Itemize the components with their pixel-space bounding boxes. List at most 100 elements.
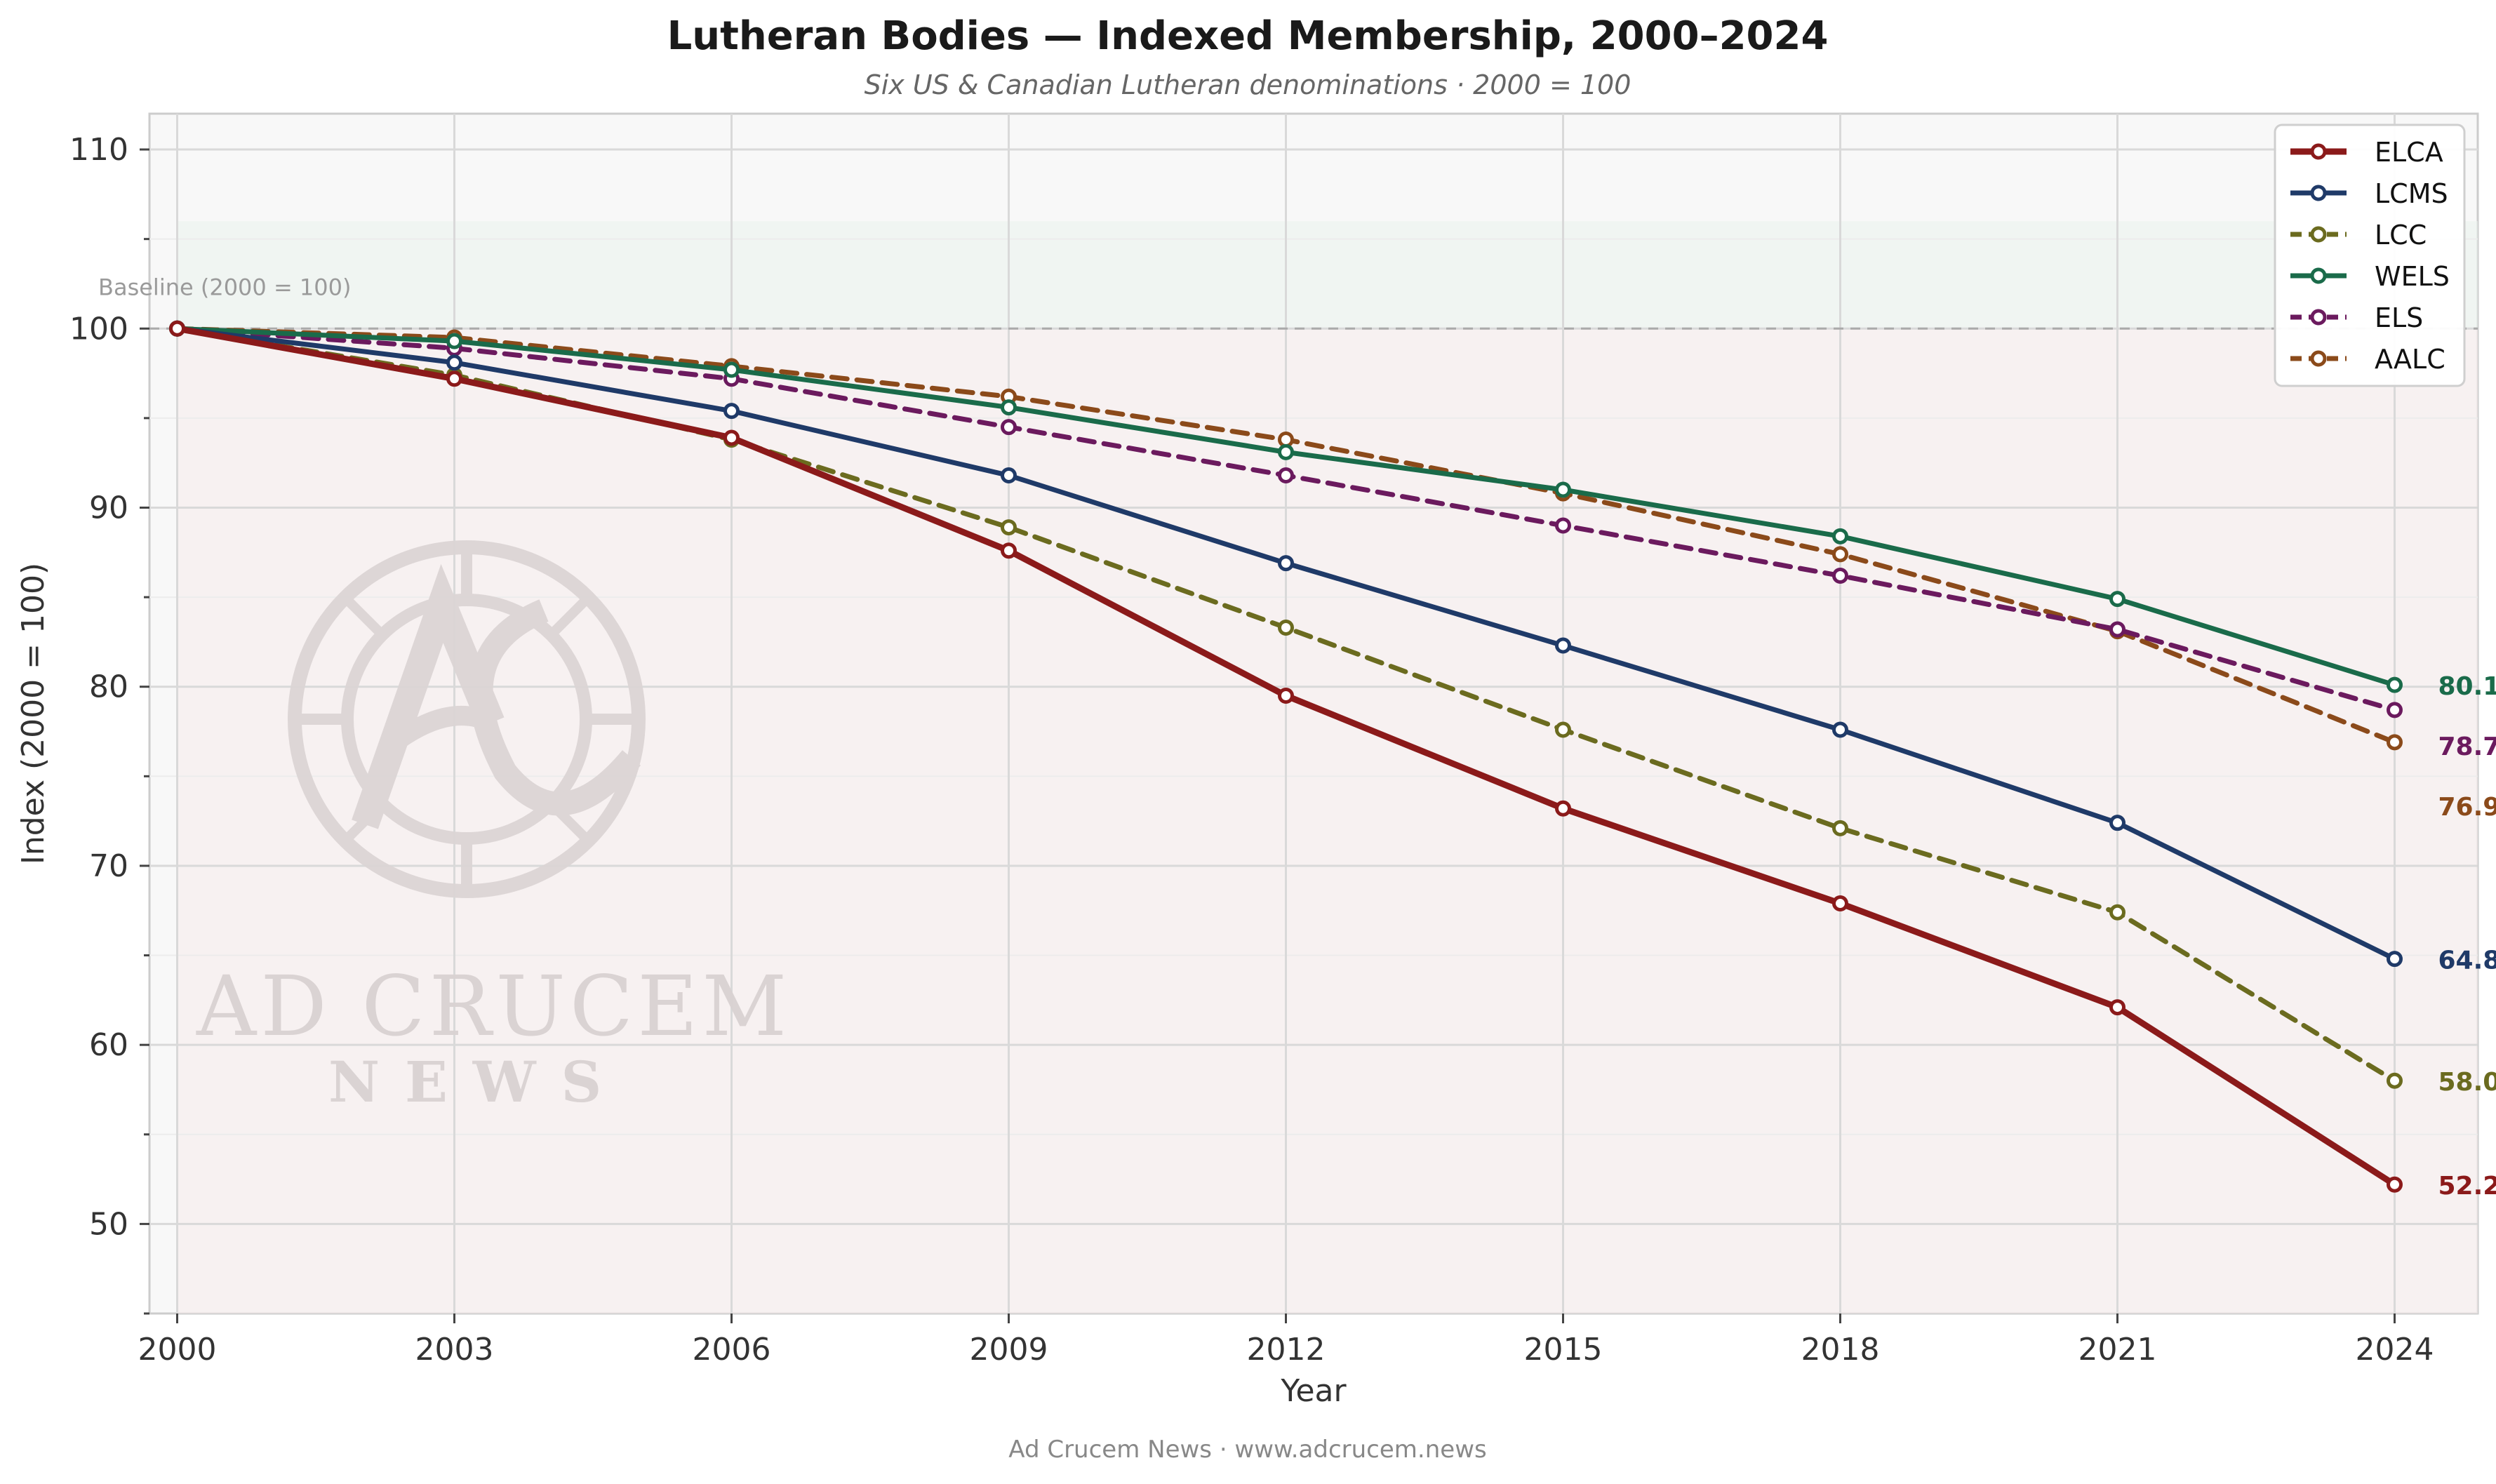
data-point-elca xyxy=(1555,800,1571,817)
legend-marker-els xyxy=(2310,309,2327,326)
data-point-lcms xyxy=(2109,815,2125,831)
data-point-elca xyxy=(1278,687,1294,704)
legend-label-lcms: LCMS xyxy=(2375,178,2448,209)
data-point-lcc xyxy=(1555,721,1571,738)
data-point-elca xyxy=(446,370,462,387)
data-point-els xyxy=(1278,467,1294,484)
x-tick-label: 2009 xyxy=(970,1332,1048,1368)
data-point-els xyxy=(2109,621,2125,638)
x-tick-label: 2003 xyxy=(415,1332,494,1368)
data-point-els xyxy=(1555,517,1571,534)
y-tick-label: 80 xyxy=(89,669,128,705)
end-labels: 80.1 78.7 76.9 64.8 58.0 52.2 xyxy=(2438,672,2496,1201)
data-point-lcc xyxy=(2387,1072,2403,1089)
x-tick-label: 2015 xyxy=(1524,1332,1603,1368)
data-point-lcc xyxy=(1832,820,1848,836)
data-point-lcms xyxy=(723,403,740,420)
legend-label-lcc: LCC xyxy=(2375,220,2427,250)
x-tick-label: 2000 xyxy=(138,1332,217,1368)
series-elca xyxy=(169,320,2403,1193)
data-point-lcc xyxy=(2109,904,2125,921)
data-point-lcms xyxy=(1555,637,1571,654)
data-point-aalc xyxy=(1832,546,1848,563)
data-point-lcms xyxy=(2387,951,2403,968)
x-axis: 2000 2003 2006 2009 2012 2015 2018 2021 2024 xyxy=(138,1313,2434,1368)
data-point-els xyxy=(1832,567,1848,584)
legend: ELCA LCMS LCC WELS ELS AALC xyxy=(2274,123,2466,387)
watermark-subtitle: N E W S xyxy=(328,1049,604,1115)
data-point-lcms xyxy=(1001,467,1017,484)
legend-marker-lcms xyxy=(2310,185,2327,201)
chart-title: Lutheran Bodies — Indexed Membership, 20… xyxy=(667,13,1829,59)
end-label-wels: 80.1 xyxy=(2438,672,2496,701)
data-point-wels xyxy=(2387,676,2403,693)
y-tick-label: 110 xyxy=(69,132,128,168)
data-point-elca xyxy=(723,429,740,446)
data-point-wels xyxy=(2109,591,2125,608)
legend-label-aalc: AALC xyxy=(2375,344,2445,375)
data-point-elca xyxy=(1832,895,1848,912)
legend-marker-lcc xyxy=(2310,226,2327,243)
data-point-elca xyxy=(2109,999,2125,1016)
data-point-wels xyxy=(446,333,462,349)
data-point-lcms xyxy=(1278,555,1294,572)
above-baseline-band xyxy=(177,221,2478,329)
data-point-lcc xyxy=(1278,619,1294,636)
data-point-els xyxy=(2387,702,2403,718)
data-point-lcc xyxy=(1001,519,1017,536)
data-point-aalc xyxy=(2387,734,2403,751)
data-point-elca xyxy=(169,320,185,337)
legend-item-aalc: AALC xyxy=(2290,344,2445,375)
data-point-wels xyxy=(723,361,740,378)
y-tick-label: 70 xyxy=(89,848,128,884)
chart-subtitle: Six US & Canadian Lutheran denominations… xyxy=(865,69,1631,100)
legend-item-elca: ELCA xyxy=(2290,137,2443,168)
background-shading xyxy=(177,221,2478,1313)
x-tick-label: 2006 xyxy=(693,1332,771,1368)
data-point-wels xyxy=(1001,399,1017,416)
y-tick-label: 100 xyxy=(69,311,128,347)
x-tick-label: 2018 xyxy=(1801,1332,1880,1368)
legend-marker-elca xyxy=(2310,143,2327,160)
data-point-wels xyxy=(1555,481,1571,498)
legend-item-els: ELS xyxy=(2290,302,2423,333)
data-point-lcms xyxy=(446,354,462,371)
legend-item-wels: WELS xyxy=(2290,261,2450,292)
y-axis: 50 60 70 80 90 100 110 xyxy=(69,132,149,1315)
data-point-wels xyxy=(1278,443,1294,460)
x-axis-label: Year xyxy=(1280,1373,1347,1409)
end-label-lcc: 58.0 xyxy=(2438,1068,2496,1097)
watermark-title: AD CRUCEM xyxy=(196,958,791,1055)
y-tick-label: 60 xyxy=(89,1027,128,1063)
data-point-elca xyxy=(1001,542,1017,559)
end-label-lcms: 64.8 xyxy=(2438,947,2496,975)
legend-marker-aalc xyxy=(2310,350,2327,367)
data-point-els xyxy=(1001,419,1017,436)
data-point-wels xyxy=(1832,528,1848,544)
y-tick-label: 90 xyxy=(89,490,128,526)
y-tick-label: 50 xyxy=(89,1206,128,1242)
footer-credit: Ad Crucem News · www.adcrucem.news xyxy=(1008,1436,1486,1464)
legend-label-els: ELS xyxy=(2375,302,2423,333)
watermark-logo-icon xyxy=(288,540,646,898)
legend-item-lcc: LCC xyxy=(2290,220,2427,250)
legend-item-lcms: LCMS xyxy=(2290,178,2448,209)
legend-label-wels: WELS xyxy=(2375,261,2450,292)
legend-marker-wels xyxy=(2310,267,2327,284)
y-axis-label: Index (2000 = 100) xyxy=(15,563,51,864)
data-point-elca xyxy=(2387,1176,2403,1193)
x-tick-label: 2012 xyxy=(1247,1332,1326,1368)
end-label-elca: 52.2 xyxy=(2438,1172,2496,1201)
series xyxy=(169,320,2403,1193)
end-label-els: 78.7 xyxy=(2438,733,2496,761)
x-tick-label: 2021 xyxy=(2078,1332,2157,1368)
series-wels xyxy=(169,320,2403,693)
watermark: AD CRUCEM N E W S xyxy=(196,540,791,1115)
legend-label-elca: ELCA xyxy=(2375,137,2443,168)
x-tick-label: 2024 xyxy=(2356,1332,2434,1368)
baseline-label: Baseline (2000 = 100) xyxy=(98,274,351,300)
below-baseline-band xyxy=(177,328,2478,1313)
end-label-aalc: 76.9 xyxy=(2438,793,2496,822)
